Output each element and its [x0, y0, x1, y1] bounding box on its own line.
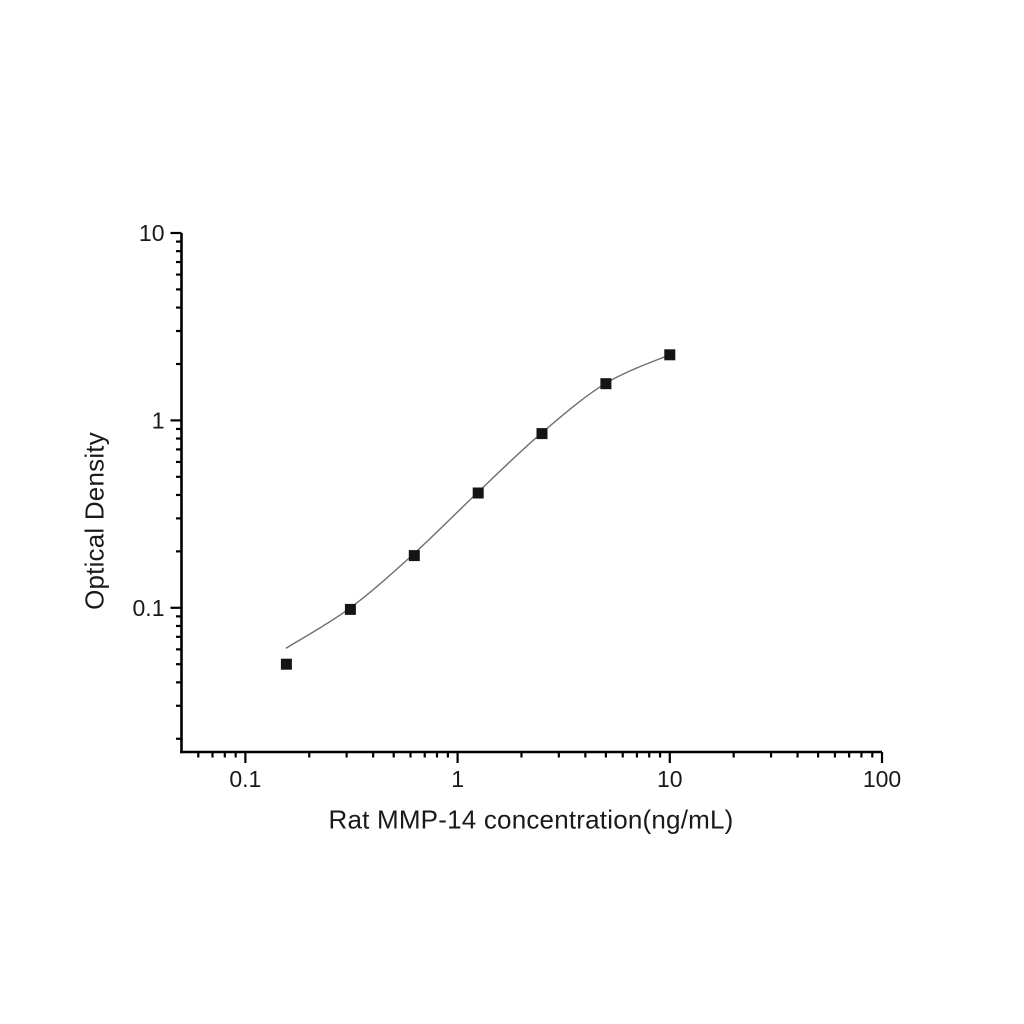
data-point-marker	[536, 428, 548, 440]
data-point-marker	[664, 349, 676, 361]
data-point-marker	[408, 550, 420, 562]
x-tick-label: 1	[451, 766, 464, 792]
x-tick-label: 0.1	[229, 766, 261, 792]
x-axis-title: Rat MMP-14 concentration(ng/mL)	[328, 804, 734, 835]
data-point-marker	[600, 378, 612, 390]
x-tick-label: 100	[863, 766, 901, 792]
data-point-marker	[280, 658, 292, 670]
y-tick-label: 0.1	[133, 595, 165, 621]
data-point-marker	[472, 487, 484, 499]
fit-curve-line	[285, 354, 671, 649]
data-point-marker	[344, 603, 356, 615]
y-axis-title: Optical Density	[79, 432, 110, 610]
y-tick-label: 1	[152, 407, 165, 433]
y-tick-label: 10	[139, 220, 165, 246]
x-tick-label: 10	[657, 766, 683, 792]
